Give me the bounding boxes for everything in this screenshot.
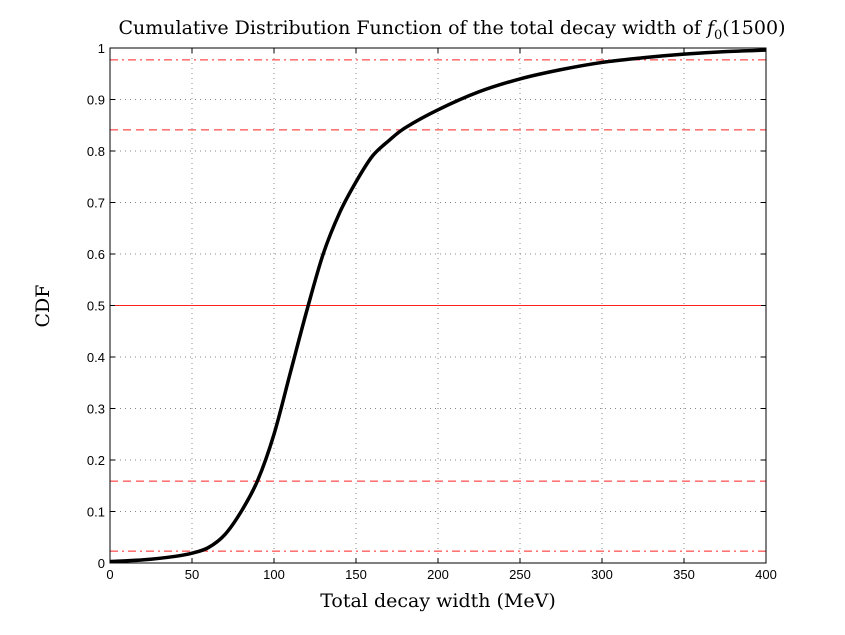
x-tick-label: 400 (755, 567, 777, 582)
y-tick-label: 0.1 (87, 505, 105, 520)
x-tick-label: 0 (106, 567, 113, 582)
y-tick-label: 0.2 (87, 453, 105, 468)
x-tick-label: 50 (185, 567, 199, 582)
x-tick-label: 300 (591, 567, 613, 582)
y-tick-label: 1 (98, 41, 105, 56)
x-tick-label: 350 (673, 567, 695, 582)
y-tick-label: 0.5 (87, 299, 105, 314)
title-f: f (705, 17, 717, 39)
x-tick-label: 150 (345, 567, 367, 582)
reference-lines (110, 59, 766, 552)
y-axis-label: CDF (32, 285, 54, 328)
title-subscript: 0 (714, 28, 722, 43)
y-tick-label: 0.8 (87, 144, 105, 159)
y-tick-label: 0.3 (87, 402, 105, 417)
y-tick-label: 0.7 (87, 196, 105, 211)
x-tick-label: 200 (427, 567, 449, 582)
x-tick-label: 250 (509, 567, 531, 582)
grid (110, 48, 766, 563)
y-tick-label: 0.4 (87, 350, 105, 365)
x-tick-label: 100 (263, 567, 285, 582)
title-suffix: (1500) (722, 17, 785, 39)
y-tick-label: 0 (98, 556, 105, 571)
x-axis-label: Total decay width (MeV) (320, 590, 556, 612)
series (109, 48, 767, 564)
ticks: 0 50 100 150 200 250 300 350 400 0 0.1 0.2 0.3 0.4 0.5… (87, 41, 777, 582)
chart-title: Cumulative Distribution Function of the … (119, 17, 786, 43)
cdf-curve (109, 48, 767, 564)
y-tick-label: 0.6 (87, 247, 105, 262)
title-text: Cumulative Distribution Function of the … (119, 17, 707, 39)
y-tick-label: 0.9 (87, 93, 105, 108)
